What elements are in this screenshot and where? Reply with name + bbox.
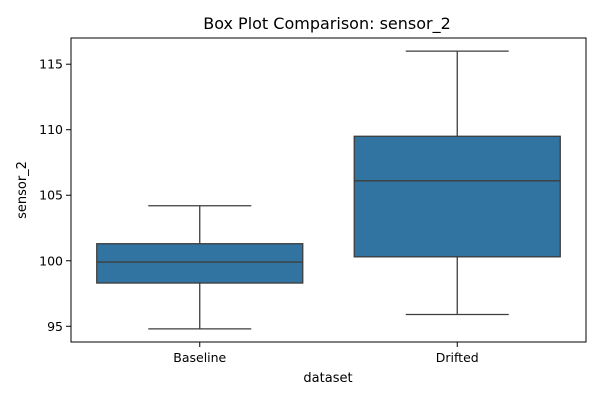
box-baseline bbox=[96, 243, 304, 284]
y-tick-label-110: 110 bbox=[39, 122, 63, 137]
plot-area bbox=[96, 50, 561, 330]
box-group-baseline bbox=[96, 205, 304, 330]
box-drifted bbox=[353, 135, 561, 258]
x-tick-label-drifted: Drifted bbox=[436, 350, 479, 365]
y-axis: 95 100 105 110 115 bbox=[39, 57, 71, 334]
y-axis-label: sensor_2 bbox=[15, 161, 30, 219]
x-tick-label-baseline: Baseline bbox=[173, 350, 226, 365]
y-tick-label-95: 95 bbox=[47, 319, 63, 334]
y-tick-label-105: 105 bbox=[39, 188, 63, 203]
plot-frame bbox=[70, 37, 587, 343]
y-tick-label-100: 100 bbox=[39, 253, 63, 268]
x-axis: Baseline Drifted bbox=[173, 342, 479, 365]
box-group-drifted bbox=[353, 50, 561, 316]
x-axis-label: dataset bbox=[303, 371, 352, 386]
chart-title: Box Plot Comparison: sensor_2 bbox=[203, 14, 451, 34]
y-tick-label-115: 115 bbox=[39, 57, 63, 72]
